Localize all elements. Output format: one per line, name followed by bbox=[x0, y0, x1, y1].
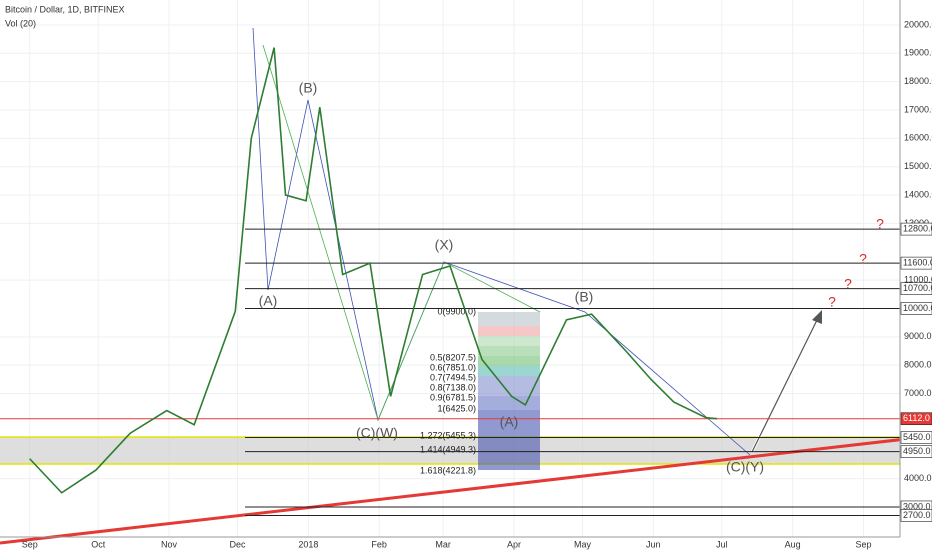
level-label: 10700.0 bbox=[903, 283, 932, 293]
y-tick-label: 19000.0 bbox=[904, 48, 932, 58]
fib-label: 1(6425.0) bbox=[437, 403, 476, 413]
annotation: (C)(W) bbox=[356, 425, 398, 441]
y-tick-label: 15000.0 bbox=[904, 161, 932, 171]
fib-label: 0.9(6781.5) bbox=[430, 392, 476, 402]
x-tick-label: Jun bbox=[646, 539, 661, 549]
annotation: (C)(Y) bbox=[726, 459, 764, 475]
level-label: 6112.0 bbox=[903, 413, 930, 423]
question-mark: ? bbox=[876, 216, 884, 232]
y-tick-label: 11000.0 bbox=[904, 274, 932, 284]
level-label-box bbox=[900, 282, 932, 295]
annotation: (A) bbox=[259, 293, 278, 309]
y-tick-label: 16000.0 bbox=[904, 133, 932, 143]
level-label-box bbox=[900, 412, 932, 426]
annotation: (B) bbox=[299, 80, 318, 96]
annotation: (X) bbox=[435, 237, 454, 253]
y-tick-label: 18000.0 bbox=[904, 76, 932, 86]
fib-box bbox=[478, 312, 540, 470]
level-label-box bbox=[900, 222, 932, 236]
chart-title: Bitcoin / Dollar, 1D, BITFINEX bbox=[5, 4, 125, 14]
fib-label: 1.618(4221.8) bbox=[420, 465, 476, 475]
x-tick-label: Feb bbox=[371, 539, 387, 549]
level-label-box bbox=[900, 302, 932, 315]
arrow-head bbox=[812, 310, 822, 324]
level-label: 4950.0 bbox=[903, 446, 931, 456]
level-label: 11600.0 bbox=[903, 257, 932, 267]
fib-label: 0.6(7851.0) bbox=[430, 362, 476, 372]
level-label-box bbox=[900, 445, 932, 458]
arrow bbox=[751, 313, 821, 453]
x-tick-label: Dec bbox=[230, 539, 247, 549]
question-mark: ? bbox=[828, 294, 836, 310]
level-label: 5450.0 bbox=[903, 432, 931, 442]
x-tick-label: Mar bbox=[435, 539, 451, 549]
x-tick-label: Apr bbox=[507, 539, 521, 549]
levels bbox=[0, 228, 900, 516]
chart-subtitle: Vol (20) bbox=[5, 18, 36, 28]
y-tick-label: 9000.0 bbox=[904, 331, 932, 341]
axis: 20000.0 19000.0 18000.0 17000.0 16000.0 15000… bbox=[22, 19, 932, 549]
trendline bbox=[0, 434, 932, 545]
fib-label: 1.272(5455.3) bbox=[420, 430, 476, 440]
price-line bbox=[29, 47, 718, 494]
level-label: 3000.0 bbox=[903, 501, 931, 511]
fib-label: 0(9900.0) bbox=[437, 306, 476, 316]
y-tick-label: 4000.0 bbox=[904, 473, 932, 483]
x-tick-label: Aug bbox=[785, 539, 801, 549]
question-mark: ? bbox=[859, 251, 867, 267]
annotation: (B) bbox=[575, 289, 594, 305]
x-tick-label: Jul bbox=[716, 539, 728, 549]
y-tick-label: 8000.0 bbox=[904, 360, 932, 370]
level-label-box bbox=[900, 256, 932, 270]
fib-label: 0.8(7138.0) bbox=[430, 382, 476, 392]
plot bbox=[29, 47, 718, 494]
x-tick-label: 2018 bbox=[298, 539, 318, 549]
level-label-box bbox=[900, 431, 932, 444]
y-tick-label: 14000.0 bbox=[904, 189, 932, 199]
x-tick-label: Sep bbox=[855, 539, 871, 549]
wave-line bbox=[262, 44, 541, 422]
y-tick-label: 20000.0 bbox=[904, 19, 932, 29]
fib-label: 0.5(8207.5) bbox=[430, 352, 476, 362]
fib-label: 1.414(4949.3) bbox=[420, 444, 476, 454]
level-label: 12800.0 bbox=[903, 223, 932, 233]
level-label: 10000.0 bbox=[903, 303, 932, 313]
annotation: (A) bbox=[500, 414, 519, 430]
support-band bbox=[0, 437, 900, 464]
x-tick-label: Nov bbox=[161, 539, 178, 549]
level-label-box bbox=[900, 509, 932, 522]
y-tick-label: 7000.0 bbox=[904, 388, 932, 398]
level-label: 2700.0 bbox=[903, 510, 931, 520]
fib-label: 0.7(7494.5) bbox=[430, 372, 476, 382]
question-mark: ? bbox=[844, 276, 852, 292]
x-tick-label: May bbox=[574, 539, 592, 549]
x-tick-label: Sep bbox=[22, 539, 38, 549]
x-tick-label: Oct bbox=[91, 539, 106, 549]
y-tick-label: 17000.0 bbox=[904, 104, 932, 114]
